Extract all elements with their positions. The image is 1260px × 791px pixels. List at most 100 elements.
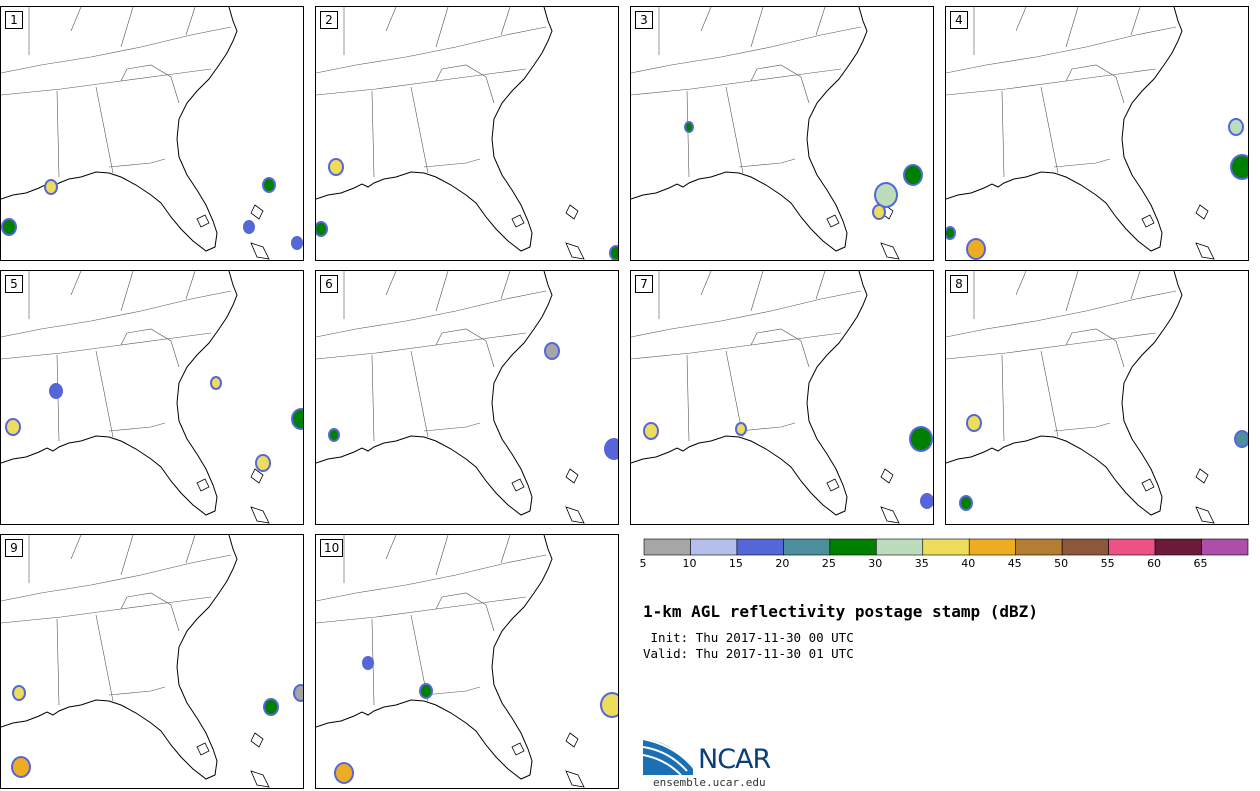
colorbar-tick-label: 20	[775, 557, 790, 570]
state-border	[631, 26, 862, 74]
panel-member-label: 3	[635, 11, 653, 29]
reflectivity-cell-core	[546, 344, 558, 358]
colorbar-segment	[1108, 538, 1156, 556]
map-basemap	[1, 7, 303, 260]
reflectivity-cell-core	[257, 456, 269, 470]
colorbar-tick-label: 15	[728, 557, 743, 570]
state-border	[500, 535, 511, 564]
state-border	[1001, 354, 1005, 442]
state-border	[120, 592, 180, 632]
colorbar-tick-label: 65	[1193, 557, 1208, 570]
state-border	[185, 535, 196, 564]
island-outline	[565, 468, 579, 484]
state-border	[120, 535, 134, 576]
reflectivity-cell-core	[968, 416, 980, 430]
state-border	[410, 350, 429, 438]
state-border	[815, 271, 826, 300]
panel-member-label: 5	[5, 275, 23, 293]
coastline	[316, 7, 553, 252]
reflectivity-cell-core	[961, 497, 971, 509]
island-outline	[1141, 478, 1155, 492]
state-border	[1065, 271, 1079, 312]
state-border	[385, 271, 397, 296]
coastline	[1, 535, 238, 780]
state-border	[316, 554, 547, 602]
ensemble-member-panel: 8	[945, 270, 1249, 525]
colorbar-segment	[876, 538, 924, 556]
map-basemap	[316, 271, 618, 524]
state-border	[371, 354, 375, 442]
island-outline	[196, 478, 210, 492]
state-border	[1, 554, 232, 602]
coastline	[946, 7, 1183, 252]
panel-member-label: 8	[950, 275, 968, 293]
island-outline	[880, 242, 900, 260]
state-border	[185, 7, 196, 36]
map-basemap	[631, 271, 933, 524]
state-border	[70, 535, 82, 560]
state-border	[1065, 328, 1125, 368]
state-border	[1, 332, 212, 360]
state-border	[738, 422, 796, 432]
state-border	[686, 90, 690, 178]
reflectivity-cell-core	[51, 385, 61, 397]
state-border	[750, 64, 810, 104]
panel-member-label: 1	[5, 11, 23, 29]
state-border	[750, 7, 764, 48]
coastline	[316, 535, 553, 780]
coastline	[631, 271, 868, 516]
island-outline	[826, 214, 840, 228]
island-outline	[250, 242, 270, 260]
state-border	[435, 7, 449, 48]
colorbar-segment	[736, 538, 784, 556]
state-border	[750, 328, 810, 368]
state-border	[946, 26, 1177, 74]
reflectivity-cell-core	[293, 410, 303, 428]
colorbar-segment	[1201, 538, 1249, 556]
state-border	[185, 271, 196, 300]
chart-title: 1-km AGL reflectivity postage stamp (dBZ…	[643, 602, 1038, 621]
state-border	[316, 26, 547, 74]
island-outline	[1195, 204, 1209, 220]
state-border	[631, 290, 862, 338]
colorbar-segment	[1154, 538, 1202, 556]
panel-member-label: 10	[320, 539, 344, 557]
state-border	[1040, 350, 1059, 438]
ensemble-member-panel: 9	[0, 534, 304, 789]
state-border	[1130, 7, 1141, 36]
island-outline	[196, 214, 210, 228]
colorbar-segment	[922, 538, 970, 556]
reflectivity-cell-core	[606, 440, 618, 458]
state-border	[70, 271, 82, 296]
ensemble-member-panel: 7	[630, 270, 934, 525]
state-border	[700, 271, 712, 296]
ensemble-member-panel: 2	[315, 6, 619, 261]
reflectivity-cell-core	[245, 222, 253, 232]
colorbar-tick-label: 10	[682, 557, 697, 570]
state-border	[108, 158, 166, 168]
state-border	[371, 90, 375, 178]
panel-member-label: 9	[5, 539, 23, 557]
state-border	[95, 86, 114, 174]
island-outline	[1195, 468, 1209, 484]
state-border	[1040, 86, 1059, 174]
reflectivity-cell-core	[874, 206, 884, 218]
island-outline	[511, 742, 525, 756]
ncar-logo-text: NCAR	[698, 744, 771, 775]
state-border	[423, 158, 481, 168]
island-outline	[250, 506, 270, 524]
reflectivity-cell-core	[911, 428, 931, 450]
reflectivity-cell-core	[364, 658, 372, 668]
state-border	[56, 90, 60, 178]
reflectivity-cell-core	[421, 685, 431, 697]
island-outline	[511, 478, 525, 492]
reflectivity-cell-core	[922, 495, 932, 507]
colorbar-tick-label: 30	[868, 557, 883, 570]
state-border	[738, 158, 796, 168]
state-border	[946, 68, 1157, 96]
state-border	[316, 68, 527, 96]
state-border	[108, 422, 166, 432]
reflectivity-colorbar	[643, 538, 1249, 556]
valid-time: Valid: Thu 2017-11-30 01 UTC	[643, 646, 854, 661]
reflectivity-cell-core	[264, 179, 274, 191]
